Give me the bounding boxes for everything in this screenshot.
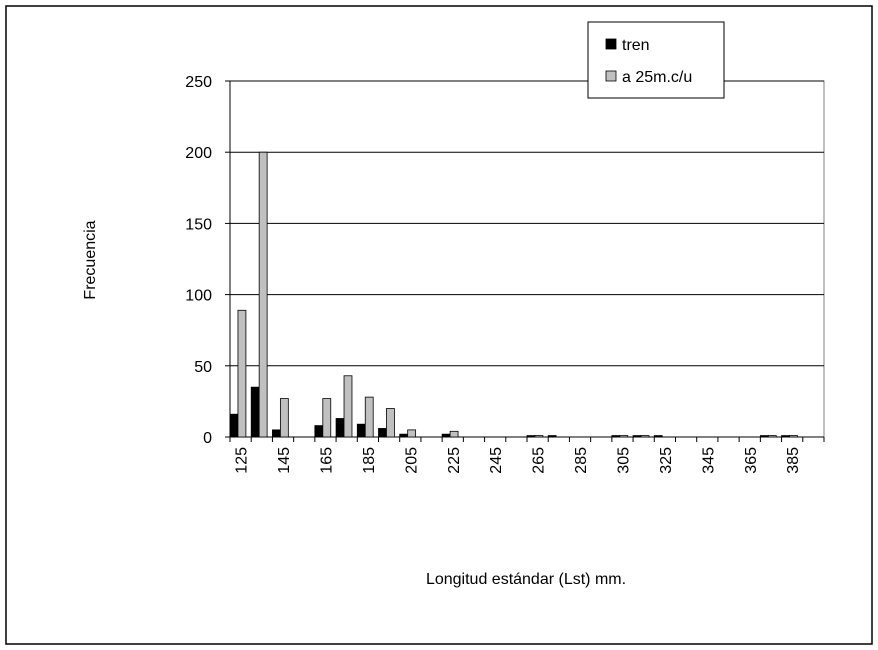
bar xyxy=(322,398,332,438)
bar xyxy=(407,429,417,438)
y-tick-label: 50 xyxy=(194,359,212,376)
legend-box xyxy=(587,21,725,99)
bar xyxy=(632,435,642,438)
y-tick-label: 200 xyxy=(185,145,212,162)
bar xyxy=(378,428,387,438)
x-tick-label: 365 xyxy=(743,447,760,474)
bar xyxy=(229,413,239,438)
x-tick-label: 245 xyxy=(488,447,505,474)
x-tick-label: 185 xyxy=(361,447,378,474)
x-tick-label: 305 xyxy=(615,447,632,474)
bar xyxy=(237,309,247,438)
y-tick-label: 150 xyxy=(185,216,212,233)
bar xyxy=(611,435,621,438)
bar xyxy=(619,435,629,438)
x-axis-label: Longitud estándar (Lst) mm. xyxy=(426,571,626,588)
legend-label: tren xyxy=(622,37,650,54)
x-tick-label: 125 xyxy=(234,447,251,474)
bar xyxy=(441,433,451,438)
bar xyxy=(640,435,650,438)
x-tick-label: 265 xyxy=(531,447,548,474)
x-tick-label: 225 xyxy=(446,447,463,474)
bar xyxy=(272,429,281,438)
bar xyxy=(314,425,324,438)
x-tick-label: 285 xyxy=(573,447,590,474)
bar xyxy=(767,435,777,438)
x-tick-label: 325 xyxy=(658,447,675,474)
bar xyxy=(534,435,544,438)
bar xyxy=(449,430,459,438)
bar xyxy=(781,435,790,438)
x-tick-label: 345 xyxy=(700,447,717,474)
y-axis-label: Frecuencia xyxy=(82,220,99,299)
bar xyxy=(279,398,289,438)
plot-area xyxy=(229,80,825,438)
bar xyxy=(653,435,663,438)
x-tick-label: 145 xyxy=(276,447,293,474)
y-tick-label: 0 xyxy=(203,430,212,447)
bar xyxy=(547,435,557,438)
bar xyxy=(759,435,769,438)
legend-swatch xyxy=(605,70,617,82)
y-tick-label: 100 xyxy=(185,288,212,305)
bar xyxy=(335,418,345,438)
bar xyxy=(789,435,798,438)
bar xyxy=(386,408,395,438)
bar xyxy=(364,396,374,438)
bar xyxy=(250,386,260,438)
bar xyxy=(356,423,366,438)
x-tick-label: 385 xyxy=(785,447,802,474)
y-tick-label: 250 xyxy=(185,74,212,91)
bar xyxy=(399,433,409,438)
legend-swatch xyxy=(605,38,617,50)
x-tick-label: 165 xyxy=(318,447,335,474)
legend-label: a 25m.c/u xyxy=(622,69,692,86)
bar xyxy=(526,435,536,438)
bar xyxy=(258,151,268,438)
bar xyxy=(343,375,353,438)
x-tick-label: 205 xyxy=(403,447,420,474)
